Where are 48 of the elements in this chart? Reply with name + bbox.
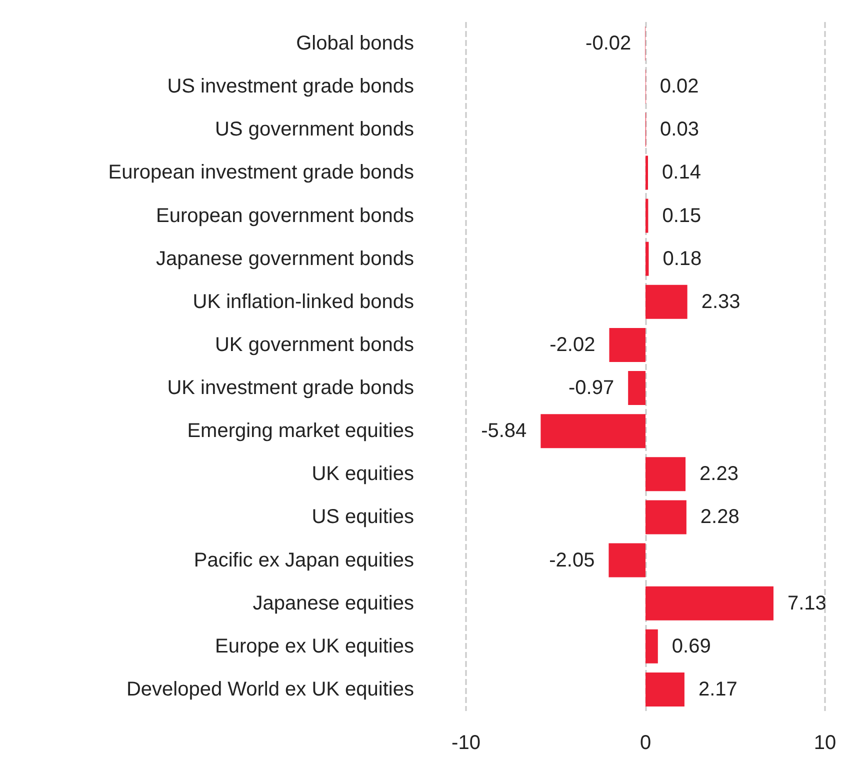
bar [646,629,658,664]
data-label: -2.02 [550,334,596,356]
data-label: 2.33 [701,290,740,313]
bar [540,414,646,448]
x-tick-label: 10 [814,732,836,754]
x-tick-label: 0 [640,732,652,754]
y-tick-label: Developed World ex UK equities [126,678,414,700]
y-tick-label: UK inflation-linked bonds [192,290,414,313]
bar [646,284,688,319]
data-label: -2.05 [549,549,595,572]
data-label: 0.18 [662,248,702,270]
y-tick-label: Japanese equities [252,592,414,614]
y-tick-label: Global bonds [296,32,414,55]
bar [646,672,684,706]
x-tick-label: -10 [452,732,480,754]
bar [646,586,774,620]
data-label: -0.02 [586,32,632,55]
bar [646,500,686,534]
bar [628,371,646,406]
data-label: 7.13 [787,592,826,614]
bar [646,156,648,190]
y-tick-label: US investment grade bonds [167,76,414,98]
bar [646,198,648,233]
data-label: 2.23 [700,463,738,486]
y-tick-label: UK government bonds [214,334,414,356]
data-label: -5.84 [481,420,527,442]
data-label: 0.02 [660,76,699,98]
data-label: 2.28 [700,506,740,528]
y-tick-label: UK equities [312,463,414,486]
data-label: 0.14 [662,162,701,184]
bar [609,328,646,362]
data-label: -0.97 [568,377,614,400]
data-label: 0.15 [662,204,702,227]
y-tick-label: European investment grade bonds [108,162,414,184]
y-tick-label: Europe ex UK equities [214,635,414,658]
data-label: 0.03 [660,118,699,141]
y-tick-label: UK investment grade bonds [167,377,414,400]
data-label: 2.17 [698,678,738,700]
bar [646,457,686,492]
y-tick-label: Pacific ex Japan equities [194,549,414,572]
y-tick-label: Japanese government bonds [156,248,414,270]
bar [646,242,649,276]
y-tick-label: Emerging market equities [187,420,414,442]
data-label: 0.69 [672,635,711,658]
y-tick-label: European government bonds [156,204,414,227]
bar [608,543,646,578]
y-tick-label: US government bonds [214,118,414,141]
y-tick-label: US equities [312,506,414,528]
